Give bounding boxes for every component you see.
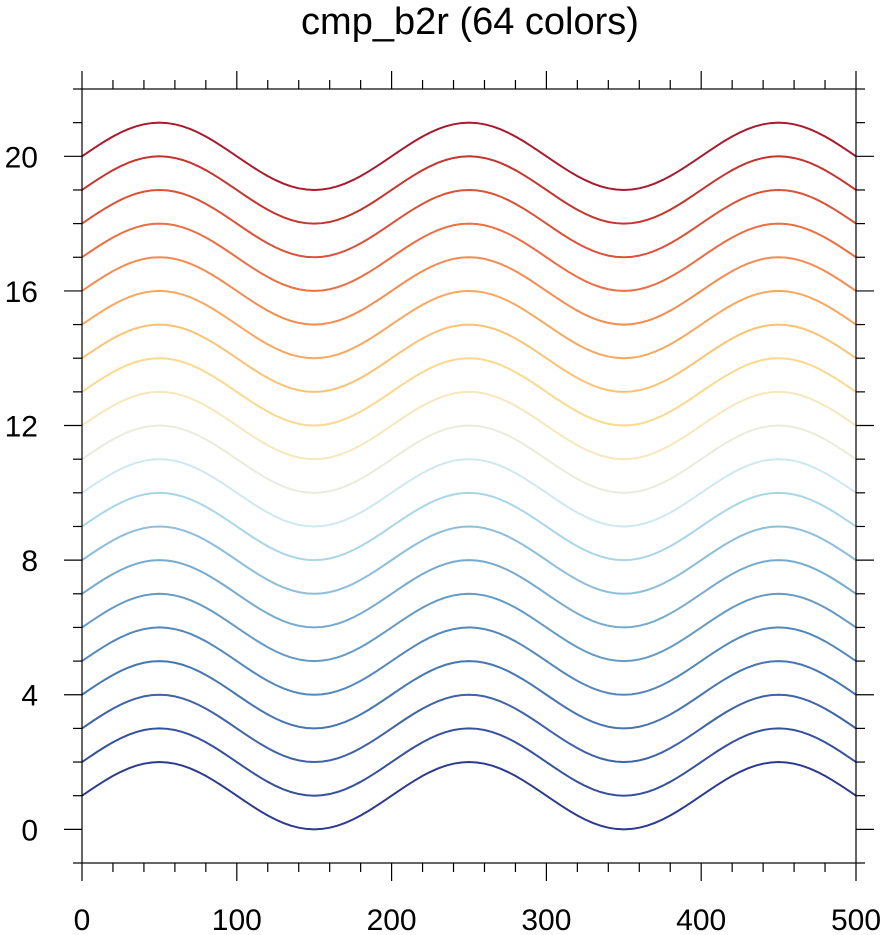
- series-line-7: [81, 559, 857, 629]
- series-line-13: [81, 357, 857, 427]
- series-line-8: [81, 525, 857, 595]
- x-tick-label: 400: [676, 904, 726, 935]
- series-line-11: [81, 424, 857, 494]
- plot-frame: [81, 88, 857, 864]
- series-line-16: [81, 256, 857, 326]
- series-line-5: [81, 626, 857, 696]
- series-line-18: [81, 188, 857, 259]
- x-tick-label: 500: [831, 904, 881, 935]
- x-tick-label: 100: [212, 904, 262, 935]
- x-tick-label: 300: [521, 904, 571, 935]
- ticks-layer: [64, 71, 874, 881]
- y-tick-label: 16: [5, 276, 38, 309]
- series-line-14: [81, 323, 857, 393]
- y-tick-label: 20: [5, 141, 38, 174]
- series-line-15: [81, 289, 857, 360]
- series-line-6: [81, 592, 857, 663]
- series-line-17: [81, 222, 857, 292]
- y-tick-label: 12: [5, 411, 38, 444]
- y-tick-label: 0: [21, 814, 38, 847]
- series-line-3: [81, 693, 857, 764]
- y-tick-label: 4: [21, 680, 38, 713]
- series-line-20: [81, 121, 857, 191]
- x-tick-label: 200: [367, 904, 417, 935]
- y-tick-label: 8: [21, 545, 38, 578]
- series-line-2: [81, 727, 857, 797]
- series-line-4: [81, 660, 857, 730]
- series-line-9: [81, 491, 857, 562]
- series-line-1: [81, 761, 857, 831]
- series-line-10: [81, 458, 857, 528]
- x-tick-label: 0: [74, 904, 91, 935]
- series-line-12: [81, 390, 857, 461]
- chart-title: cmp_b2r (64 colors): [301, 1, 639, 43]
- labels-layer: 0 100 200 300 400 500 0 4 8 12 16 20: [5, 141, 881, 935]
- series-line-19: [81, 155, 857, 225]
- series-layer: [81, 121, 857, 831]
